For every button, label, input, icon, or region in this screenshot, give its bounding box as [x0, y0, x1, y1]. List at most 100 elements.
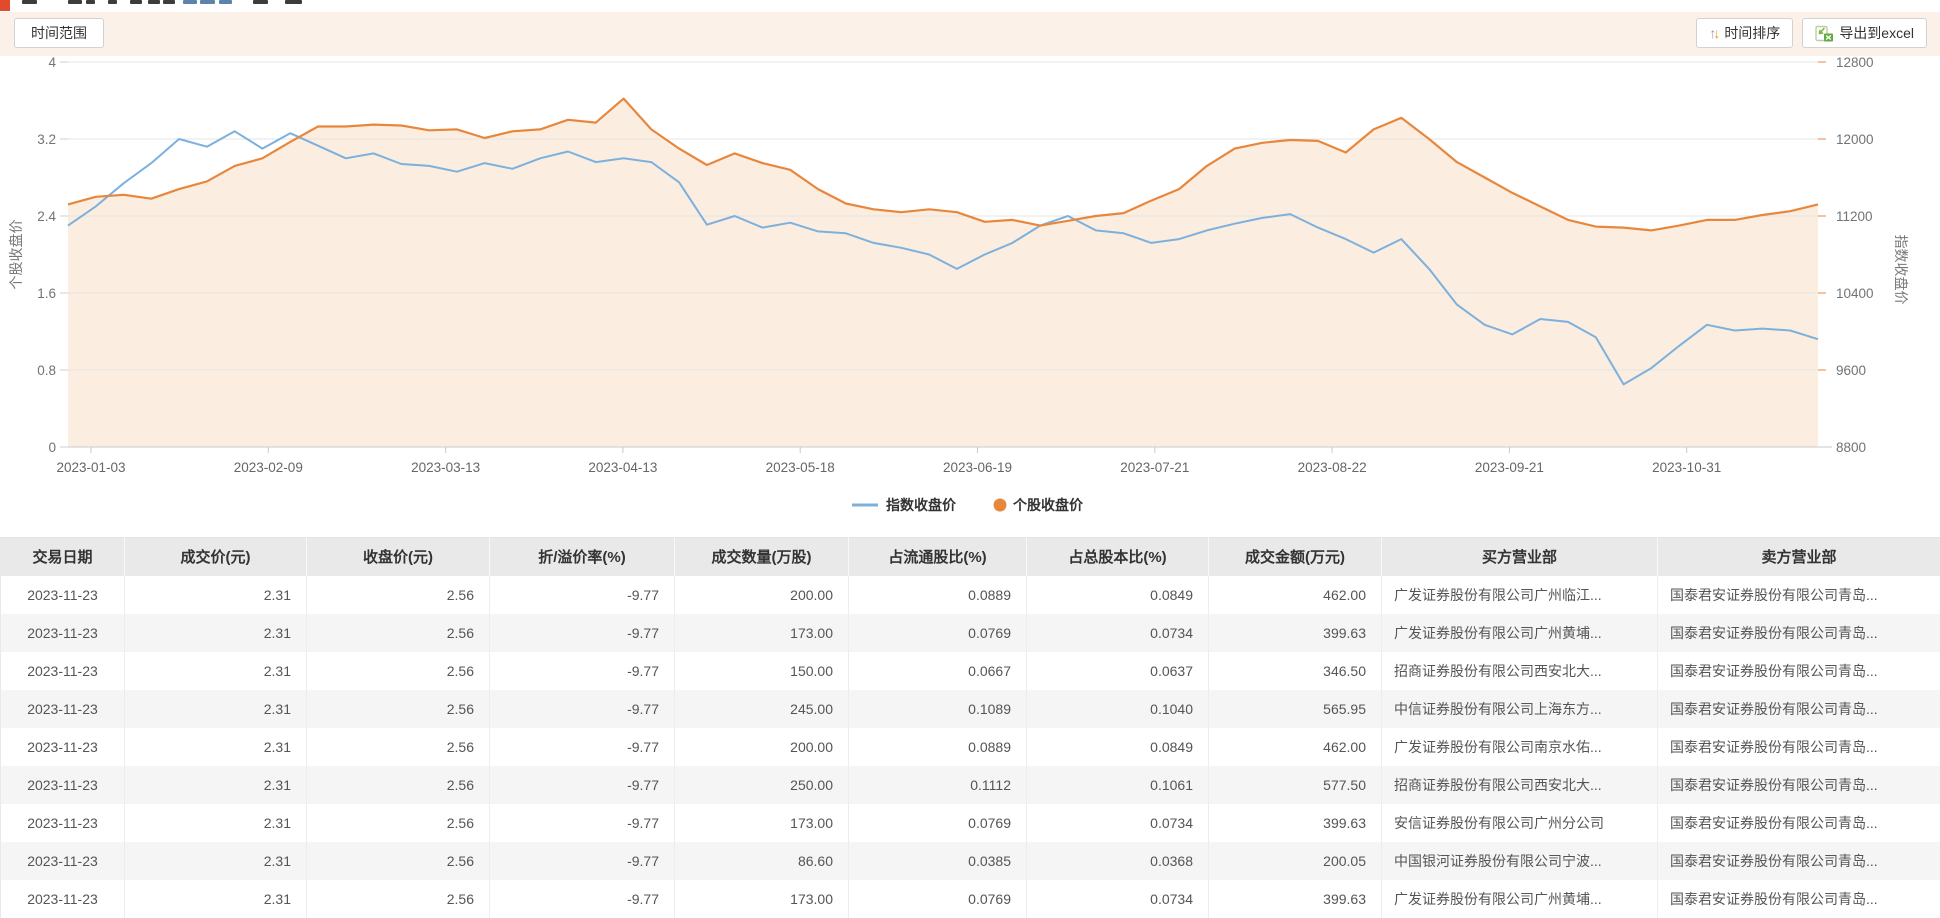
- time-sort-label: 时间排序: [1724, 23, 1780, 43]
- value-cell: 0.0889: [849, 576, 1027, 614]
- value-cell: 346.50: [1209, 652, 1382, 690]
- x-axis-tick-label: 2023-04-13: [588, 460, 657, 475]
- value-cell: 2.56: [307, 614, 490, 652]
- legend-item-stock-close[interactable]: 个股收盘价: [994, 497, 1084, 513]
- title-red-marker-icon: [0, 0, 10, 11]
- broker-cell: 广发证券股份有限公司广州临江...: [1382, 576, 1658, 614]
- excel-export-icon: [1815, 25, 1834, 42]
- left-axis-tick-label: 0.8: [37, 363, 56, 378]
- value-cell: 0.0849: [1027, 728, 1209, 766]
- value-cell: 2.31: [125, 614, 307, 652]
- value-cell: -9.77: [490, 652, 675, 690]
- value-cell: 2.56: [307, 576, 490, 614]
- value-cell: 0.1061: [1027, 766, 1209, 804]
- left-axis-tick-label: 2.4: [37, 209, 56, 224]
- title-text-fragment: [163, 0, 175, 4]
- value-cell: 173.00: [675, 614, 849, 652]
- time-sort-button[interactable]: ↑↓ 时间排序: [1696, 18, 1793, 48]
- legend-item-index-close[interactable]: 指数收盘价: [852, 497, 957, 513]
- x-axis-tick-label: 2023-02-09: [234, 460, 303, 475]
- block-trade-table: 交易日期成交价(元)收盘价(元)折/溢价率(%)成交数量(万股)占流通股比(%)…: [0, 537, 1940, 918]
- value-cell: 2.31: [125, 690, 307, 728]
- value-cell: 2023-11-23: [1, 766, 125, 804]
- column-header-6: 占流通股比(%): [849, 538, 1027, 576]
- title-text-fragment: [219, 0, 232, 4]
- broker-cell: 中国银河证券股份有限公司宁波...: [1382, 842, 1658, 880]
- broker-cell: 国泰君安证券股份有限公司青岛...: [1658, 766, 1940, 804]
- column-header-3: 收盘价(元): [307, 538, 490, 576]
- time-range-button[interactable]: 时间范围: [14, 18, 104, 48]
- column-header-1: 交易日期: [1, 538, 125, 576]
- value-cell: 2.31: [125, 842, 307, 880]
- column-header-4: 折/溢价率(%): [490, 538, 675, 576]
- column-header-9: 买方营业部: [1382, 538, 1658, 576]
- value-cell: 2.31: [125, 880, 307, 918]
- value-cell: 150.00: [675, 652, 849, 690]
- stock-legend-dot-icon: [994, 499, 1007, 512]
- value-cell: 0.1112: [849, 766, 1027, 804]
- value-cell: 577.50: [1209, 766, 1382, 804]
- value-cell: -9.77: [490, 804, 675, 842]
- value-cell: 250.00: [675, 766, 849, 804]
- title-text-fragment: [130, 0, 142, 4]
- value-cell: 0.0368: [1027, 842, 1209, 880]
- value-cell: 2023-11-23: [1, 614, 125, 652]
- column-header-5: 成交数量(万股): [675, 538, 849, 576]
- left-axis-tick-label: 4: [48, 56, 56, 70]
- value-cell: 0.0769: [849, 804, 1027, 842]
- value-cell: -9.77: [490, 576, 675, 614]
- value-cell: 2.56: [307, 842, 490, 880]
- value-cell: 0.0734: [1027, 880, 1209, 918]
- title-text-fragment: [86, 0, 95, 4]
- value-cell: 2.31: [125, 804, 307, 842]
- value-cell: 0.0769: [849, 880, 1027, 918]
- export-excel-button[interactable]: 导出到excel: [1802, 18, 1927, 48]
- broker-cell: 国泰君安证券股份有限公司青岛...: [1658, 652, 1940, 690]
- value-cell: 2023-11-23: [1, 804, 125, 842]
- value-cell: -9.77: [490, 690, 675, 728]
- value-cell: 399.63: [1209, 804, 1382, 842]
- broker-cell: 安信证券股份有限公司广州分公司: [1382, 804, 1658, 842]
- value-cell: 0.1089: [849, 690, 1027, 728]
- value-cell: -9.77: [490, 842, 675, 880]
- value-cell: -9.77: [490, 614, 675, 652]
- x-axis-tick-label: 2023-06-19: [943, 460, 1012, 475]
- sort-arrows-icon: ↑↓: [1709, 26, 1717, 40]
- broker-cell: 广发证券股份有限公司广州黄埔...: [1382, 880, 1658, 918]
- left-axis-tick-label: 0: [48, 440, 56, 455]
- value-cell: 2.56: [307, 728, 490, 766]
- value-cell: 0.0849: [1027, 576, 1209, 614]
- value-cell: 0.0769: [849, 614, 1027, 652]
- value-cell: -9.77: [490, 728, 675, 766]
- left-axis-tick-label: 1.6: [37, 286, 56, 301]
- value-cell: 0.0734: [1027, 804, 1209, 842]
- title-text-fragment: [253, 0, 268, 4]
- broker-cell: 国泰君安证券股份有限公司青岛...: [1658, 728, 1940, 766]
- broker-cell: 广发证券股份有限公司南京水佑...: [1382, 728, 1658, 766]
- column-header-7: 占总股本比(%): [1027, 538, 1209, 576]
- value-cell: 200.05: [1209, 842, 1382, 880]
- value-cell: 2.56: [307, 766, 490, 804]
- export-excel-label: 导出到excel: [1839, 23, 1914, 43]
- toolbar: 时间范围 ↑↓ 时间排序 导出到excel: [0, 12, 1940, 56]
- title-text-fragment: [22, 0, 37, 4]
- right-axis-title: 指数收盘价: [1893, 235, 1909, 305]
- broker-cell: 国泰君安证券股份有限公司青岛...: [1658, 842, 1940, 880]
- left-axis-tick-label: 3.2: [37, 132, 56, 147]
- x-axis-tick-label: 2023-01-03: [56, 460, 125, 475]
- broker-cell: 广发证券股份有限公司广州黄埔...: [1382, 614, 1658, 652]
- right-axis-tick-label: 12800: [1836, 56, 1874, 70]
- value-cell: 245.00: [675, 690, 849, 728]
- clipped-page-title: [0, 0, 1940, 12]
- value-cell: 2023-11-23: [1, 652, 125, 690]
- value-cell: 2023-11-23: [1, 576, 125, 614]
- x-axis-tick-label: 2023-07-21: [1120, 460, 1189, 475]
- legend-label: 个股收盘价: [1012, 497, 1084, 513]
- value-cell: -9.77: [490, 766, 675, 804]
- x-axis-tick-label: 2023-09-21: [1475, 460, 1544, 475]
- right-axis-tick-label: 9600: [1836, 363, 1866, 378]
- x-axis-tick-label: 2023-03-13: [411, 460, 480, 475]
